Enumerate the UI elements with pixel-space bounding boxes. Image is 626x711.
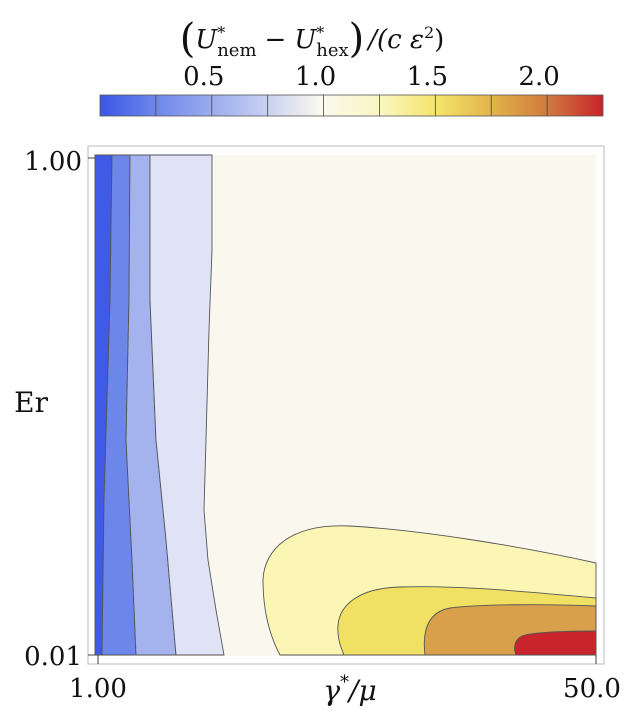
- plot-frame: [87, 145, 605, 665]
- y-tick-label-bottom: 0.01: [24, 642, 82, 672]
- colorbar-tick-label: 1.5: [407, 62, 448, 92]
- x-axis: 1.00 50.0 γ*/μ: [69, 655, 621, 707]
- x-tick-label-left: 1.00: [69, 674, 127, 704]
- y-tick-label-top: 1.00: [24, 147, 82, 177]
- colorbar-contour-lines: [155, 95, 548, 116]
- colorbar: 0.5 1.0 1.5 2.0: [99, 62, 604, 117]
- colorbar-gradient: [99, 94, 604, 117]
- title-u2-sub: hex: [316, 40, 348, 61]
- x-label-rest: /μ: [346, 674, 377, 707]
- title-close-paren: ): [349, 16, 365, 62]
- title-u1: U: [195, 25, 218, 55]
- y-axis: 1.00 0.01 Er: [14, 147, 95, 672]
- title-u1-sup: *: [217, 23, 225, 42]
- title-u1-sub: nem: [217, 40, 256, 61]
- title-minus: −: [265, 25, 287, 55]
- contour-regions: [94, 154, 597, 656]
- title-open-paren: (: [180, 16, 196, 62]
- colorbar-tick-labels: 0.5 1.0 1.5 2.0: [183, 62, 560, 92]
- title-u2-sup: *: [316, 23, 324, 42]
- x-label-gamma: γ: [323, 674, 340, 707]
- title-divisor: /(c ε: [365, 25, 424, 55]
- y-axis-label: Er: [14, 386, 48, 419]
- colorbar-tick-label: 0.5: [183, 62, 224, 92]
- region-above-2.0: [514, 630, 597, 656]
- title-divisor-sup: 2: [424, 23, 434, 42]
- x-label-sup: *: [340, 672, 349, 693]
- region-0.75-1.0: [149, 154, 225, 656]
- plot-area: [87, 145, 605, 665]
- title-u2: U: [294, 25, 317, 55]
- colorbar-title: (U* nem − U* hex)/(c ε2): [180, 16, 445, 62]
- x-tick-label-right: 50.0: [563, 674, 621, 704]
- colorbar-tick-label: 2.0: [518, 62, 559, 92]
- x-axis-label: γ*/μ: [323, 672, 376, 707]
- colorbar-tick-label: 1.0: [295, 62, 336, 92]
- title-divisor-close: ): [434, 25, 444, 55]
